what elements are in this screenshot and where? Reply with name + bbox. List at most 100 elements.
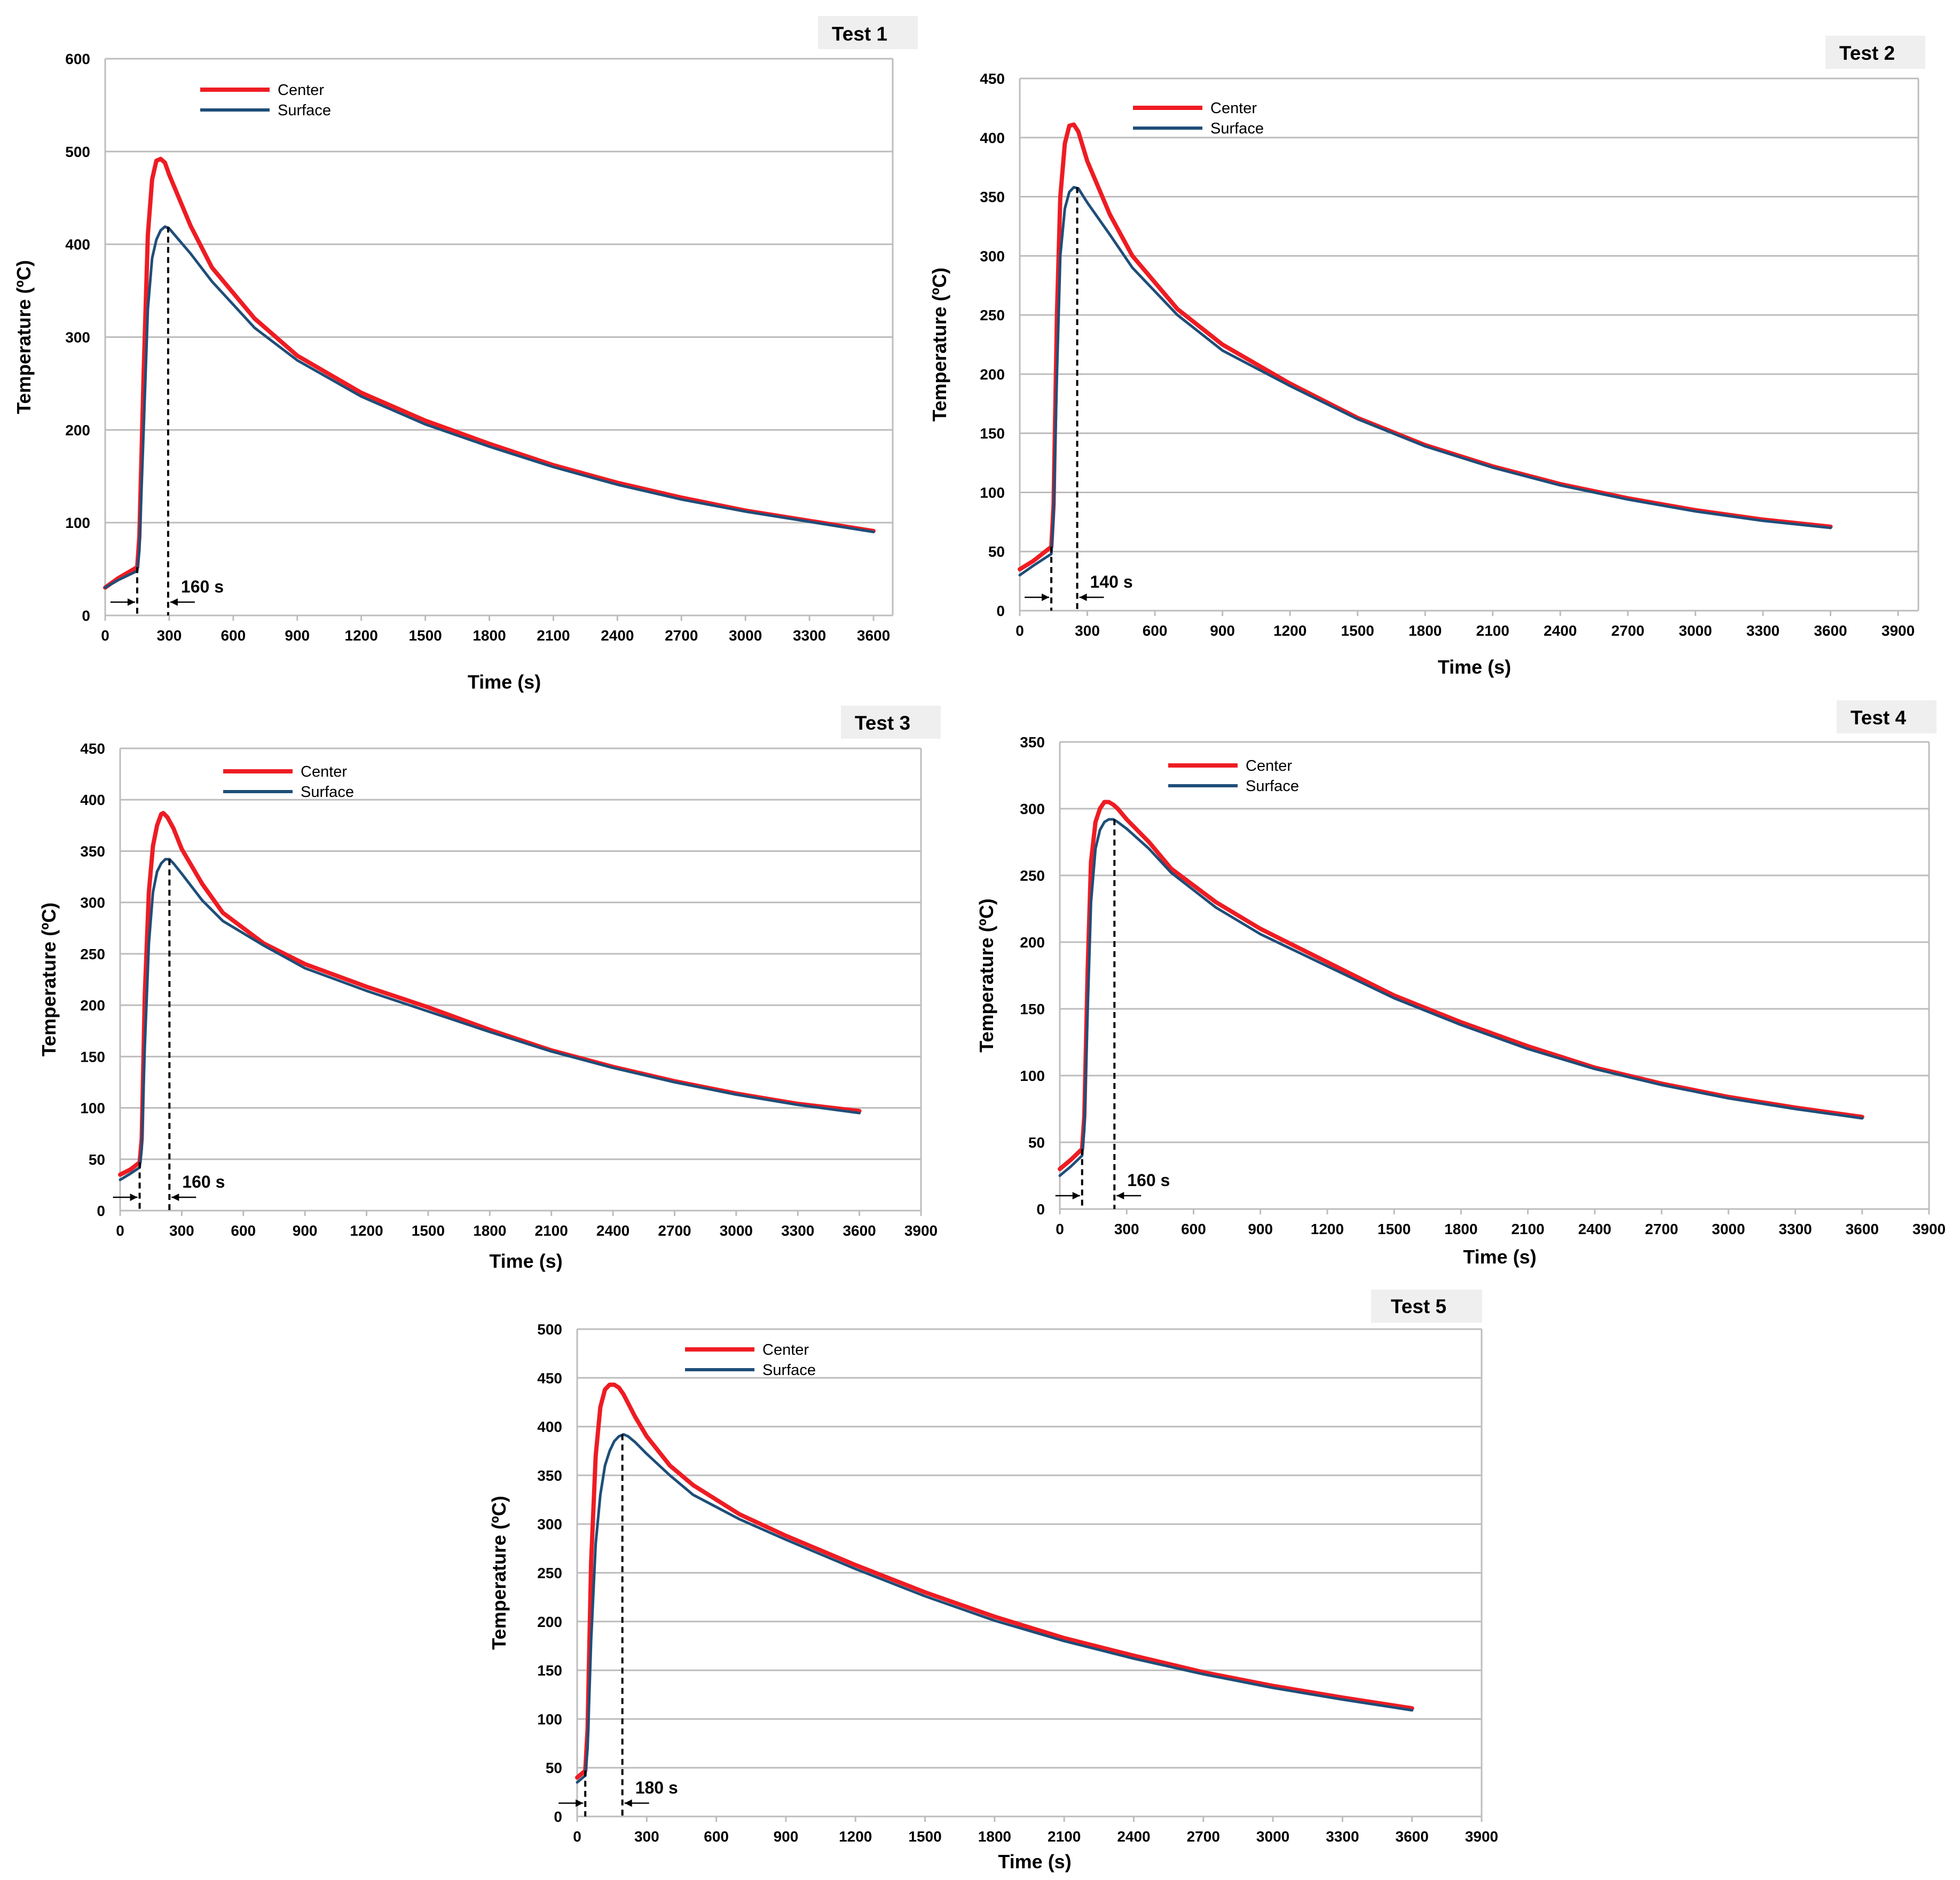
series-surface-line <box>119 858 861 1181</box>
y-tick-label: 50 <box>89 1151 105 1168</box>
x-tick-label: 3000 <box>729 627 762 644</box>
x-tick-label: 300 <box>169 1222 194 1239</box>
x-tick-label: 3300 <box>781 1222 814 1239</box>
x-tick-label: 1500 <box>408 627 442 644</box>
x-tick-label: 2400 <box>596 1222 629 1239</box>
y-tick-label: 300 <box>65 329 90 346</box>
annotation-left-arrowhead <box>130 1194 138 1201</box>
x-tick-label: 0 <box>116 1222 124 1239</box>
annotation-right-arrowhead <box>1079 594 1087 601</box>
x-tick-label: 0 <box>1056 1221 1064 1237</box>
x-axis-title: Time (s) <box>489 1250 562 1272</box>
x-tick-label: 600 <box>1143 622 1168 639</box>
y-tick-label: 100 <box>537 1711 562 1727</box>
annotation-right-arrowhead <box>624 1799 632 1807</box>
x-tick-label: 2700 <box>1187 1828 1220 1845</box>
x-tick-label: 3600 <box>1396 1828 1429 1845</box>
x-tick-label: 3000 <box>1712 1221 1745 1237</box>
x-tick-label: 3900 <box>904 1222 938 1239</box>
legend-surface-label: Surface <box>762 1362 816 1379</box>
y-tick-label: 200 <box>537 1614 562 1630</box>
x-tick-label: 2100 <box>1048 1828 1081 1845</box>
legend-center-label: Center <box>301 763 347 780</box>
x-tick-label: 3000 <box>1256 1828 1289 1845</box>
annotation-label: 160 s <box>182 1172 225 1191</box>
x-tick-label: 300 <box>1114 1221 1139 1237</box>
x-tick-label: 1800 <box>1444 1221 1477 1237</box>
x-tick-label: 900 <box>293 1222 318 1239</box>
legend: Center Surface <box>1168 757 1299 795</box>
y-tick-label: 350 <box>80 843 105 859</box>
y-axis-title: Temperature (ºC) <box>488 1496 510 1650</box>
series-surface-line <box>1018 186 1832 576</box>
x-tick-label: 3900 <box>1465 1828 1498 1845</box>
legend-surface-label: Surface <box>1210 120 1264 137</box>
chart-title: Test 2 <box>1839 42 1895 64</box>
x-axis-title: Time (s) <box>998 1851 1071 1873</box>
series-center-line <box>103 156 876 590</box>
y-tick-label: 300 <box>537 1516 562 1533</box>
y-tick-label: 150 <box>980 425 1005 442</box>
x-tick-label: 900 <box>774 1828 799 1845</box>
x-tick-label: 2100 <box>537 627 570 644</box>
chart-title-box <box>1837 700 1937 733</box>
chart-panel-5: Test 5 0 50 100 150 200 250 300 350 400 450 500 0 300… <box>488 1290 1498 1873</box>
y-tick-label: 250 <box>537 1565 562 1582</box>
x-tick-label: 3300 <box>1326 1828 1359 1845</box>
x-tick-label: 0 <box>1016 622 1024 639</box>
x-tick-label: 600 <box>1181 1221 1206 1237</box>
x-tick-label: 1800 <box>473 1222 506 1239</box>
x-tick-label: 1500 <box>1377 1221 1411 1237</box>
legend-surface-label: Surface <box>301 784 354 801</box>
chart-panel-1: Test 1 0 100 200 300 400 500 600 0 300 600 900 1200 1… <box>13 16 918 693</box>
chart-title-box <box>841 706 941 739</box>
x-axis-title: Time (s) <box>468 671 541 693</box>
x-tick-label: 600 <box>221 627 246 644</box>
legend-center-label: Center <box>1246 757 1292 775</box>
x-tick-label: 0 <box>573 1828 581 1845</box>
series-center-line <box>1058 800 1864 1171</box>
x-tick-label: 600 <box>231 1222 256 1239</box>
y-tick-label: 150 <box>1020 1001 1045 1017</box>
x-tick-label: 2100 <box>535 1222 568 1239</box>
x-tick-label: 3300 <box>793 627 826 644</box>
y-tick-label: 250 <box>80 946 105 962</box>
y-tick-label: 400 <box>537 1419 562 1435</box>
y-tick-label: 450 <box>537 1370 562 1386</box>
x-tick-label: 3600 <box>843 1222 876 1239</box>
y-tick-label: 200 <box>980 366 1005 383</box>
x-tick-label: 2100 <box>1476 622 1509 639</box>
x-tick-label: 1200 <box>350 1222 383 1239</box>
y-tick-label: 200 <box>1020 934 1045 951</box>
legend: Center Surface <box>1133 100 1264 137</box>
x-tick-label: 3900 <box>1882 622 1915 639</box>
annotation-label: 140 s <box>1090 572 1133 591</box>
annotation-left-arrowhead <box>1042 594 1050 601</box>
chart-title: Test 3 <box>855 712 910 734</box>
annotation-label: 160 s <box>1127 1171 1170 1190</box>
y-axis-title: Temperature (ºC) <box>13 260 35 414</box>
y-tick-label: 0 <box>1036 1201 1045 1218</box>
x-tick-label: 2700 <box>665 627 698 644</box>
x-tick-label: 3300 <box>1778 1221 1812 1237</box>
x-tick-label: 2700 <box>658 1222 691 1239</box>
legend: Center Surface <box>685 1341 816 1379</box>
legend: Center Surface <box>200 82 331 119</box>
legend-surface-label: Surface <box>1246 778 1299 795</box>
y-tick-label: 300 <box>80 895 105 911</box>
x-tick-label: 300 <box>1075 622 1100 639</box>
y-tick-label: 0 <box>97 1203 105 1219</box>
y-tick-label: 450 <box>80 740 105 757</box>
y-tick-label: 0 <box>82 607 90 624</box>
series-surface-line <box>576 1433 1414 1784</box>
x-tick-label: 900 <box>1210 622 1235 639</box>
x-tick-label: 3600 <box>857 627 890 644</box>
annotation-left-arrowhead <box>1072 1192 1080 1199</box>
x-tick-label: 600 <box>704 1828 729 1845</box>
x-tick-label: 2100 <box>1511 1221 1544 1237</box>
chart-title-box <box>1371 1290 1482 1323</box>
y-tick-label: 50 <box>546 1760 562 1776</box>
y-axis-title: Temperature (ºC) <box>928 267 950 422</box>
x-tick-label: 2400 <box>1544 622 1577 639</box>
